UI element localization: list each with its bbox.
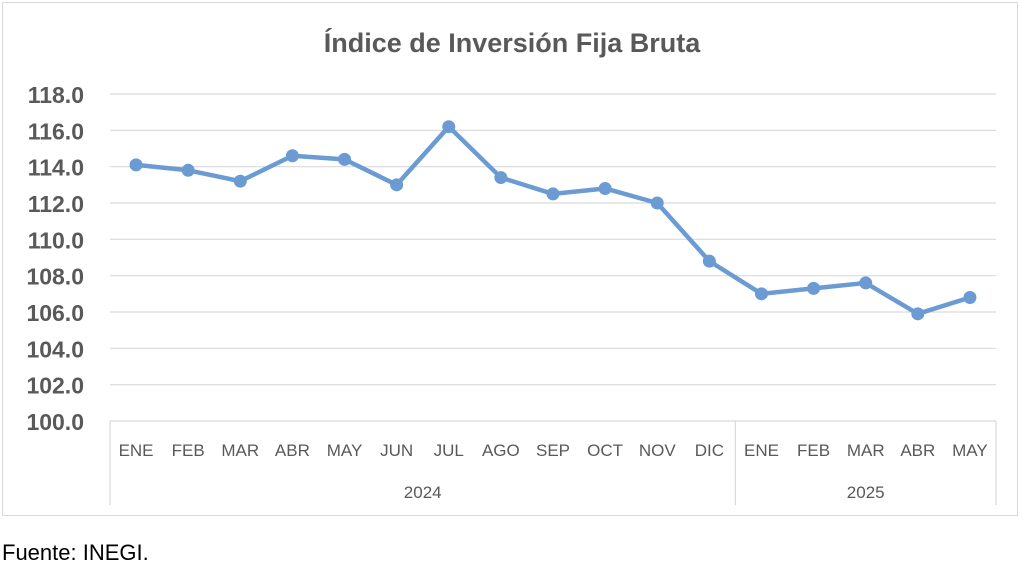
y-tick-label: 112.0: [28, 191, 84, 217]
data-point: [702, 254, 716, 268]
chart-title: Índice de Inversión Fija Bruta: [324, 27, 702, 58]
data-point: [598, 181, 612, 195]
x-group-label: 2024: [404, 483, 442, 502]
x-tick-label: ABR: [900, 441, 935, 460]
x-axis: ENE FEB MAR ABR MAY JUN JUL AGO SEP OCT NOV DIC ENE F…: [109, 421, 997, 505]
x-tick-label: JUL: [434, 441, 464, 460]
data-point: [754, 287, 768, 301]
y-tick-label: 108.0: [26, 264, 84, 290]
y-tick-label: 104.0: [26, 336, 84, 362]
source-note: Fuente: INEGI.: [2, 540, 149, 565]
x-group-label: 2025: [847, 483, 885, 502]
y-tick-label: 118.0: [28, 82, 84, 108]
x-tick-label: MAY: [327, 441, 363, 460]
data-point: [494, 171, 508, 185]
gridlines: [110, 93, 996, 422]
y-tick-label: 100.0: [26, 409, 84, 435]
data-point: [338, 152, 352, 166]
x-tick-label: MAR: [221, 441, 259, 460]
x-tick-label: SEP: [536, 441, 570, 460]
data-point: [911, 307, 925, 321]
data-point: [859, 276, 873, 290]
x-tick-label: ENE: [744, 441, 779, 460]
data-point: [546, 187, 560, 201]
series-line: [133, 124, 973, 317]
data-point: [181, 163, 195, 177]
x-tick-label: MAR: [847, 441, 885, 460]
data-point: [129, 158, 143, 172]
x-tick-label: FEB: [797, 441, 830, 460]
x-tick-label: OCT: [587, 441, 623, 460]
series-layer: [129, 120, 977, 321]
x-tick-label: ABR: [275, 441, 310, 460]
y-tick-label: 110.0: [28, 227, 84, 253]
x-tick-label: DIC: [695, 441, 724, 460]
data-point: [233, 174, 247, 188]
y-tick-label: 106.0: [26, 300, 84, 326]
x-tick-label: AGO: [482, 441, 520, 460]
x-tick-label: JUN: [380, 441, 413, 460]
line-chart: Índice de Inversión Fija Bruta 100.0 102.…: [26, 27, 997, 505]
y-tick-label: 114.0: [28, 155, 84, 181]
y-axis: 100.0 102.0 104.0 106.0 108.0 110.0 112.0 114.0…: [26, 82, 84, 435]
x-tick-label: NOV: [639, 441, 677, 460]
x-tick-label: FEB: [172, 441, 205, 460]
chart-frame: [2, 2, 1018, 516]
x-tick-label: MAY: [952, 441, 988, 460]
data-point: [390, 178, 404, 192]
x-tick-label: ENE: [119, 441, 154, 460]
data-point: [442, 120, 456, 134]
data-point: [963, 290, 977, 304]
data-point: [650, 196, 664, 210]
y-tick-label: 102.0: [26, 373, 84, 399]
data-point: [807, 281, 821, 295]
y-tick-label: 116.0: [28, 118, 84, 144]
data-point: [285, 149, 299, 163]
